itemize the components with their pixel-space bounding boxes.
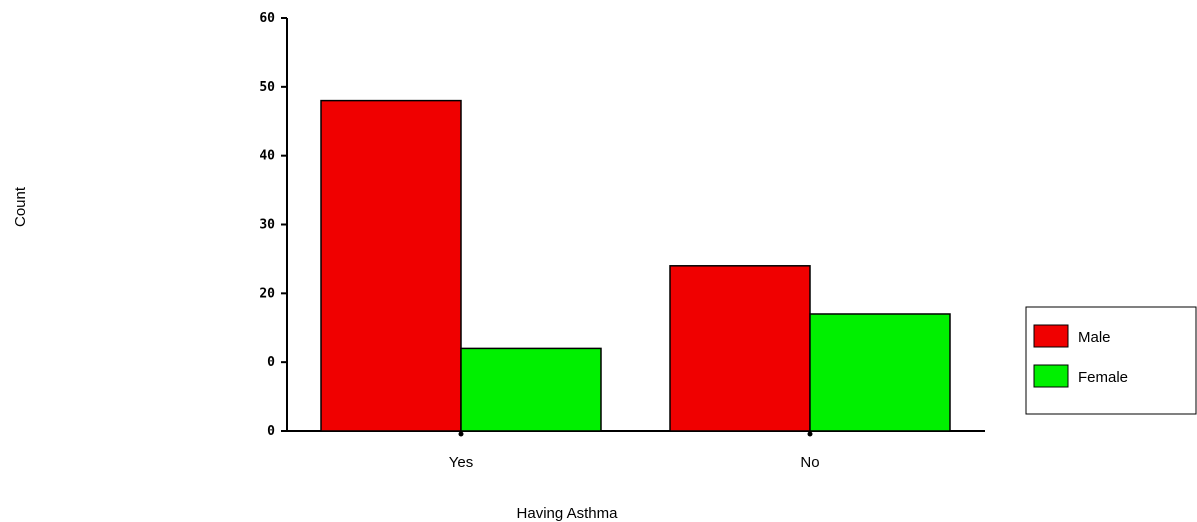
y-axis: 0 0 20 30 40 50 60	[259, 11, 288, 439]
y-tick-label: 0	[267, 355, 275, 370]
x-axis-title: Having Asthma	[517, 505, 619, 522]
x-tick-label: Yes	[449, 454, 473, 471]
y-tick-label: 40	[259, 149, 275, 164]
legend-swatch-female	[1033, 364, 1069, 388]
bar-female-no	[809, 313, 951, 432]
x-tick-mark	[807, 431, 813, 437]
y-tick-label: 20	[259, 286, 275, 301]
y-axis-title: Count	[12, 186, 29, 227]
x-tick-label: No	[800, 454, 819, 471]
category-labels: Yes No	[449, 431, 820, 471]
legend: Male Female	[1025, 306, 1197, 415]
x-tick-mark	[458, 431, 464, 437]
y-tick-label: 30	[259, 218, 275, 233]
bar-male-yes	[320, 99, 462, 432]
y-tick-label: 60	[259, 11, 275, 26]
legend-label-female: Female	[1078, 369, 1128, 386]
legend-label-male: Male	[1078, 329, 1111, 346]
y-tick-label: 50	[259, 80, 275, 95]
y-tick-label: 0	[267, 424, 275, 439]
bar-male-no	[669, 265, 811, 432]
legend-swatch-male	[1033, 324, 1069, 348]
bars	[320, 99, 951, 432]
legend-box	[1025, 306, 1197, 415]
bar-female-yes	[460, 347, 602, 432]
